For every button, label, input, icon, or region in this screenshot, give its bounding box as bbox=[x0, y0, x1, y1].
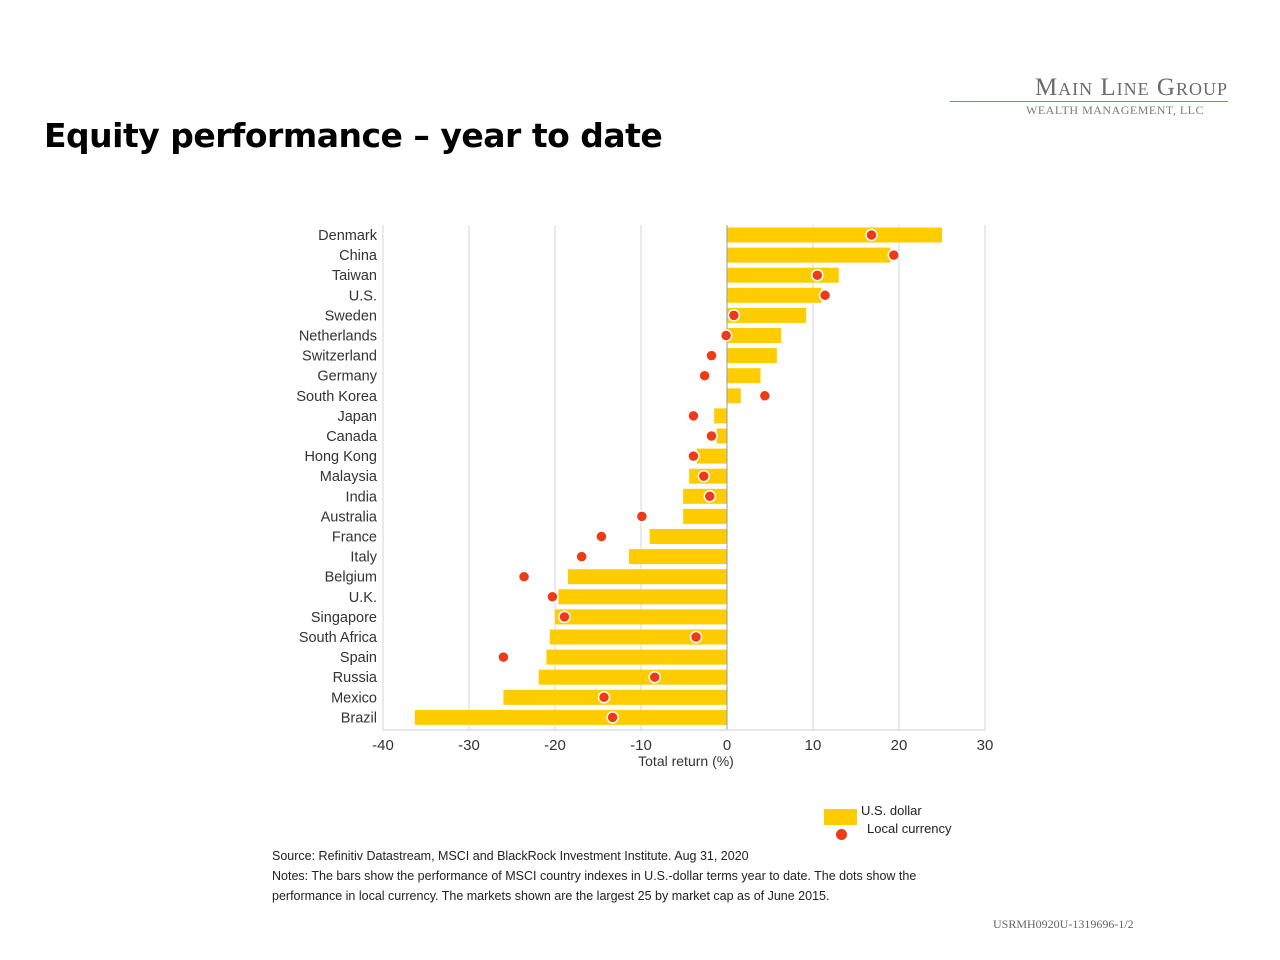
category-label: U.S. bbox=[349, 288, 377, 304]
dot-local bbox=[818, 289, 832, 302]
x-tick-label: 0 bbox=[723, 737, 731, 754]
bar-usd bbox=[628, 549, 727, 565]
category-label: Malaysia bbox=[320, 469, 378, 485]
bar-usd bbox=[546, 649, 727, 665]
dot-local bbox=[698, 369, 711, 382]
x-tick-label: 20 bbox=[891, 737, 908, 754]
category-label: India bbox=[346, 489, 378, 505]
category-label: Belgium bbox=[325, 570, 377, 586]
dot-local bbox=[887, 248, 901, 262]
dot-local bbox=[705, 429, 718, 443]
dot-local bbox=[727, 309, 741, 322]
category-label: Australia bbox=[321, 509, 378, 525]
dot-local bbox=[546, 590, 559, 604]
x-tick-label: -30 bbox=[458, 737, 480, 754]
page-title: Equity performance – year to date bbox=[44, 116, 663, 155]
dot-local bbox=[703, 490, 717, 503]
document-code: USRMH0920U-1319696-1/2 bbox=[993, 917, 1134, 931]
bar-usd bbox=[727, 287, 822, 303]
category-label: Hong Kong bbox=[304, 449, 377, 465]
x-tick-label: -20 bbox=[544, 737, 566, 754]
bar-usd bbox=[727, 227, 942, 243]
category-label: Spain bbox=[340, 650, 377, 666]
category-label: Japan bbox=[337, 409, 377, 425]
source-line: Source: Refinitiv Datastream, MSCI and B… bbox=[272, 849, 749, 863]
category-label: Netherlands bbox=[299, 329, 377, 345]
category-label: Denmark bbox=[318, 228, 378, 244]
dot-local bbox=[648, 670, 662, 684]
x-tick-label: 10 bbox=[805, 737, 822, 754]
bar-usd bbox=[696, 448, 727, 464]
dot-local bbox=[595, 530, 608, 543]
bar-usd bbox=[567, 569, 727, 585]
category-label: Singapore bbox=[311, 610, 377, 626]
dot-local bbox=[517, 570, 531, 583]
category-label: Germany bbox=[317, 369, 377, 385]
category-label: Italy bbox=[350, 550, 377, 566]
category-label: Sweden bbox=[325, 308, 377, 324]
dot-local bbox=[687, 449, 700, 463]
company-logo: Main Line Group WEALTH MANAGEMENT, LLC bbox=[950, 74, 1230, 122]
dot-local bbox=[689, 630, 703, 644]
dot-local bbox=[697, 469, 711, 483]
bar-usd bbox=[727, 388, 741, 404]
bar-usd bbox=[727, 328, 782, 343]
legend-swatch-usd bbox=[824, 809, 857, 825]
bar-usd bbox=[727, 247, 891, 263]
bar-usd bbox=[558, 589, 727, 605]
legend-label-usd: U.S. dollar bbox=[861, 803, 922, 818]
category-label: Taiwan bbox=[332, 268, 377, 284]
notes-line-2: performance in local currency. The marke… bbox=[272, 889, 830, 903]
x-tick-label: -40 bbox=[372, 737, 394, 754]
category-label: France bbox=[332, 530, 377, 546]
category-label: U.K. bbox=[349, 590, 377, 606]
x-tick-label: -10 bbox=[630, 737, 652, 754]
bar-usd bbox=[727, 267, 839, 283]
bar-usd bbox=[549, 629, 727, 645]
dot-local bbox=[497, 650, 510, 664]
legend-dot-local bbox=[836, 829, 847, 840]
category-label: Mexico bbox=[331, 690, 377, 706]
dot-local bbox=[865, 228, 878, 242]
bar-usd bbox=[716, 428, 727, 444]
bar-usd bbox=[538, 669, 727, 685]
bar-usd bbox=[503, 689, 727, 705]
notes-line-1: Notes: The bars show the performance of … bbox=[272, 869, 917, 883]
logo-main-text: Main Line Group bbox=[1034, 74, 1228, 101]
logo-rule bbox=[950, 101, 1228, 102]
category-label: Brazil bbox=[341, 710, 377, 726]
bar-usd bbox=[683, 508, 727, 524]
dot-local bbox=[705, 349, 718, 362]
dot-local bbox=[687, 409, 700, 423]
dot-local bbox=[811, 268, 824, 282]
legend-label-local: Local currency bbox=[867, 821, 952, 836]
bar-usd bbox=[727, 348, 777, 364]
dot-local bbox=[597, 691, 611, 704]
bar-usd bbox=[714, 408, 727, 424]
dot-local bbox=[606, 711, 619, 724]
x-tick-label: 30 bbox=[977, 737, 994, 754]
x-axis-label: Total return (%) bbox=[638, 753, 734, 769]
category-label: Switzerland bbox=[302, 349, 377, 365]
source-notes: Source: Refinitiv Datastream, MSCI and B… bbox=[272, 846, 1012, 906]
category-label: Canada bbox=[326, 429, 378, 445]
bar-usd bbox=[727, 307, 807, 323]
category-label: China bbox=[339, 248, 378, 264]
chart-legend: U.S. dollar Local currency bbox=[824, 803, 1024, 843]
dot-local bbox=[758, 389, 772, 403]
category-label: South Korea bbox=[296, 389, 378, 405]
logo-sub-text: WEALTH MANAGEMENT, LLC bbox=[1026, 103, 1204, 117]
bar-usd bbox=[414, 709, 727, 725]
dot-local bbox=[575, 550, 588, 563]
dot-local bbox=[719, 329, 733, 342]
bar-usd bbox=[555, 609, 727, 625]
category-label: South Africa bbox=[299, 630, 378, 646]
bar-usd bbox=[727, 368, 761, 384]
category-label: Russia bbox=[333, 670, 378, 686]
dot-local bbox=[558, 610, 571, 624]
dot-local bbox=[635, 510, 649, 523]
bar-usd bbox=[649, 529, 727, 544]
